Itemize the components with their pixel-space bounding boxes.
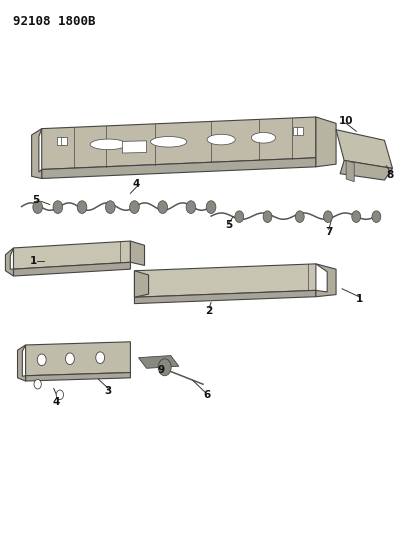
Circle shape — [206, 201, 215, 214]
Circle shape — [158, 359, 171, 376]
Text: 9: 9 — [157, 365, 164, 375]
Bar — [296, 127, 302, 135]
Text: 8: 8 — [386, 171, 393, 180]
Circle shape — [65, 353, 74, 365]
Polygon shape — [134, 271, 148, 297]
Polygon shape — [26, 373, 130, 381]
Circle shape — [96, 352, 104, 364]
Bar — [292, 127, 298, 135]
Circle shape — [262, 211, 271, 222]
Polygon shape — [42, 158, 315, 179]
Text: 7: 7 — [324, 227, 332, 237]
Ellipse shape — [207, 134, 234, 145]
Circle shape — [56, 390, 63, 400]
Circle shape — [351, 211, 360, 222]
Polygon shape — [134, 290, 315, 304]
Circle shape — [129, 201, 139, 214]
Polygon shape — [315, 117, 335, 167]
Circle shape — [105, 201, 115, 214]
Text: 6: 6 — [203, 390, 210, 400]
Polygon shape — [130, 241, 144, 265]
Ellipse shape — [150, 136, 186, 147]
Text: 92108 1800B: 92108 1800B — [13, 14, 96, 28]
Polygon shape — [122, 141, 146, 153]
Circle shape — [77, 201, 87, 214]
Circle shape — [34, 379, 41, 389]
Circle shape — [37, 354, 46, 366]
Polygon shape — [315, 264, 335, 297]
Text: 4: 4 — [52, 397, 60, 407]
Text: 5: 5 — [32, 195, 39, 205]
Polygon shape — [138, 356, 178, 368]
Text: 10: 10 — [338, 116, 352, 126]
Polygon shape — [32, 128, 42, 179]
Circle shape — [33, 201, 43, 214]
Circle shape — [371, 211, 380, 222]
Polygon shape — [345, 160, 353, 182]
Polygon shape — [13, 262, 130, 276]
Circle shape — [234, 211, 243, 222]
Polygon shape — [26, 342, 130, 376]
Circle shape — [185, 201, 195, 214]
Circle shape — [294, 211, 303, 222]
Text: 1: 1 — [354, 294, 362, 304]
Text: 5: 5 — [225, 220, 232, 230]
Circle shape — [158, 201, 167, 214]
Polygon shape — [134, 264, 315, 297]
Ellipse shape — [251, 133, 275, 143]
Text: 1: 1 — [30, 256, 37, 266]
Ellipse shape — [90, 139, 126, 150]
Bar — [60, 136, 67, 145]
Polygon shape — [5, 248, 13, 276]
Circle shape — [323, 211, 332, 222]
Text: 4: 4 — [132, 179, 140, 189]
Polygon shape — [335, 130, 392, 168]
Polygon shape — [17, 345, 26, 381]
Text: 3: 3 — [104, 386, 112, 396]
Polygon shape — [42, 117, 315, 169]
Text: 2: 2 — [205, 305, 212, 316]
Circle shape — [53, 201, 62, 214]
Polygon shape — [339, 160, 392, 180]
Bar — [56, 137, 63, 146]
Polygon shape — [13, 241, 130, 269]
